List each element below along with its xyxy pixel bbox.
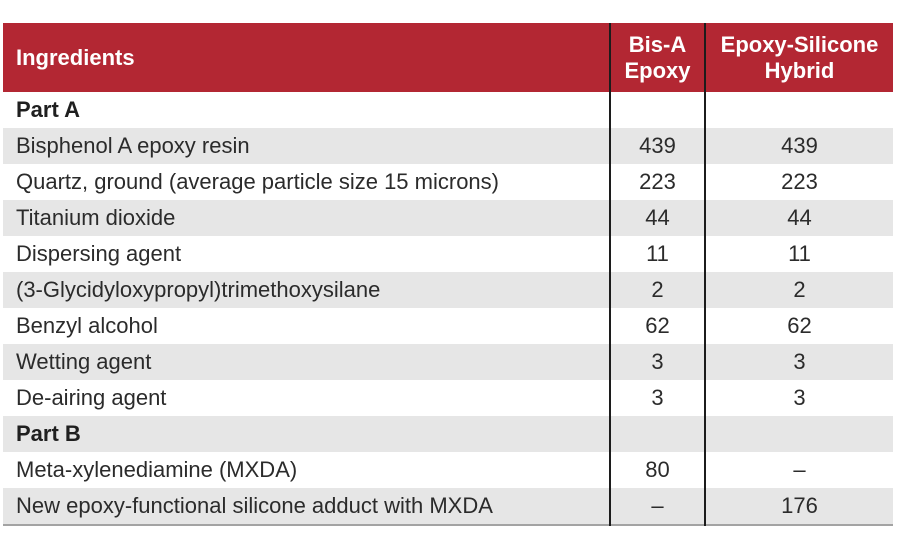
section-label: Part B: [3, 416, 610, 452]
section-label: Part A: [3, 92, 610, 128]
cell-hybrid: 11: [704, 236, 893, 272]
table-body: Part A Bisphenol A epoxy resin 439 439 Q…: [3, 92, 893, 525]
cell-bisa: 439: [609, 128, 705, 164]
header-row: Ingredients Bis-A Epoxy Epoxy-Silicone H…: [3, 23, 893, 92]
cell-ingredient: (3-Glycidyloxypropyl)trimethoxysilane: [3, 272, 610, 308]
section-row-part-b: Part B: [3, 416, 893, 452]
cell-bisa: 80: [609, 452, 705, 488]
cell-bisa: 11: [609, 236, 705, 272]
cell-hybrid: 3: [704, 380, 893, 416]
cell-hybrid: 2: [704, 272, 893, 308]
cell-hybrid: [704, 92, 893, 128]
column-header-ingredients: Ingredients: [3, 23, 610, 92]
cell-ingredient: Wetting agent: [3, 344, 610, 380]
cell-ingredient: Titanium dioxide: [3, 200, 610, 236]
table-row: Dispersing agent 11 11: [3, 236, 893, 272]
cell-bisa: [609, 416, 705, 452]
table-row: Benzyl alcohol 62 62: [3, 308, 893, 344]
section-row-part-a: Part A: [3, 92, 893, 128]
cell-ingredient: Bisphenol A epoxy resin: [3, 128, 610, 164]
cell-ingredient: New epoxy-functional silicone adduct wit…: [3, 488, 610, 525]
table-row: Quartz, ground (average particle size 15…: [3, 164, 893, 200]
cell-ingredient: Meta-xylenediamine (MXDA): [3, 452, 610, 488]
table-row: Bisphenol A epoxy resin 439 439: [3, 128, 893, 164]
cell-hybrid: –: [704, 452, 893, 488]
table-row: Titanium dioxide 44 44: [3, 200, 893, 236]
table-row: Wetting agent 3 3: [3, 344, 893, 380]
table-row: Meta-xylenediamine (MXDA) 80 –: [3, 452, 893, 488]
cell-bisa: 223: [609, 164, 705, 200]
cell-bisa: [609, 92, 705, 128]
cell-hybrid: 176: [704, 488, 893, 525]
column-header-bisa-epoxy: Bis-A Epoxy: [609, 23, 705, 92]
table-header: Ingredients Bis-A Epoxy Epoxy-Silicone H…: [3, 23, 893, 92]
cell-bisa: 62: [609, 308, 705, 344]
table-row: (3-Glycidyloxypropyl)trimethoxysilane 2 …: [3, 272, 893, 308]
cell-ingredient: Quartz, ground (average particle size 15…: [3, 164, 610, 200]
cell-bisa: 3: [609, 344, 705, 380]
cell-ingredient: De-airing agent: [3, 380, 610, 416]
cell-hybrid: [704, 416, 893, 452]
cell-bisa: 2: [609, 272, 705, 308]
table-row: De-airing agent 3 3: [3, 380, 893, 416]
cell-ingredient: Dispersing agent: [3, 236, 610, 272]
cell-bisa: 44: [609, 200, 705, 236]
cell-hybrid: 3: [704, 344, 893, 380]
table-row: New epoxy-functional silicone adduct wit…: [3, 488, 893, 525]
ingredients-table: Ingredients Bis-A Epoxy Epoxy-Silicone H…: [3, 23, 893, 526]
cell-hybrid: 223: [704, 164, 893, 200]
cell-bisa: –: [609, 488, 705, 525]
cell-hybrid: 44: [704, 200, 893, 236]
cell-ingredient: Benzyl alcohol: [3, 308, 610, 344]
column-header-epoxy-silicone-hybrid: Epoxy-Silicone Hybrid: [704, 23, 893, 92]
cell-hybrid: 439: [704, 128, 893, 164]
cell-bisa: 3: [609, 380, 705, 416]
cell-hybrid: 62: [704, 308, 893, 344]
